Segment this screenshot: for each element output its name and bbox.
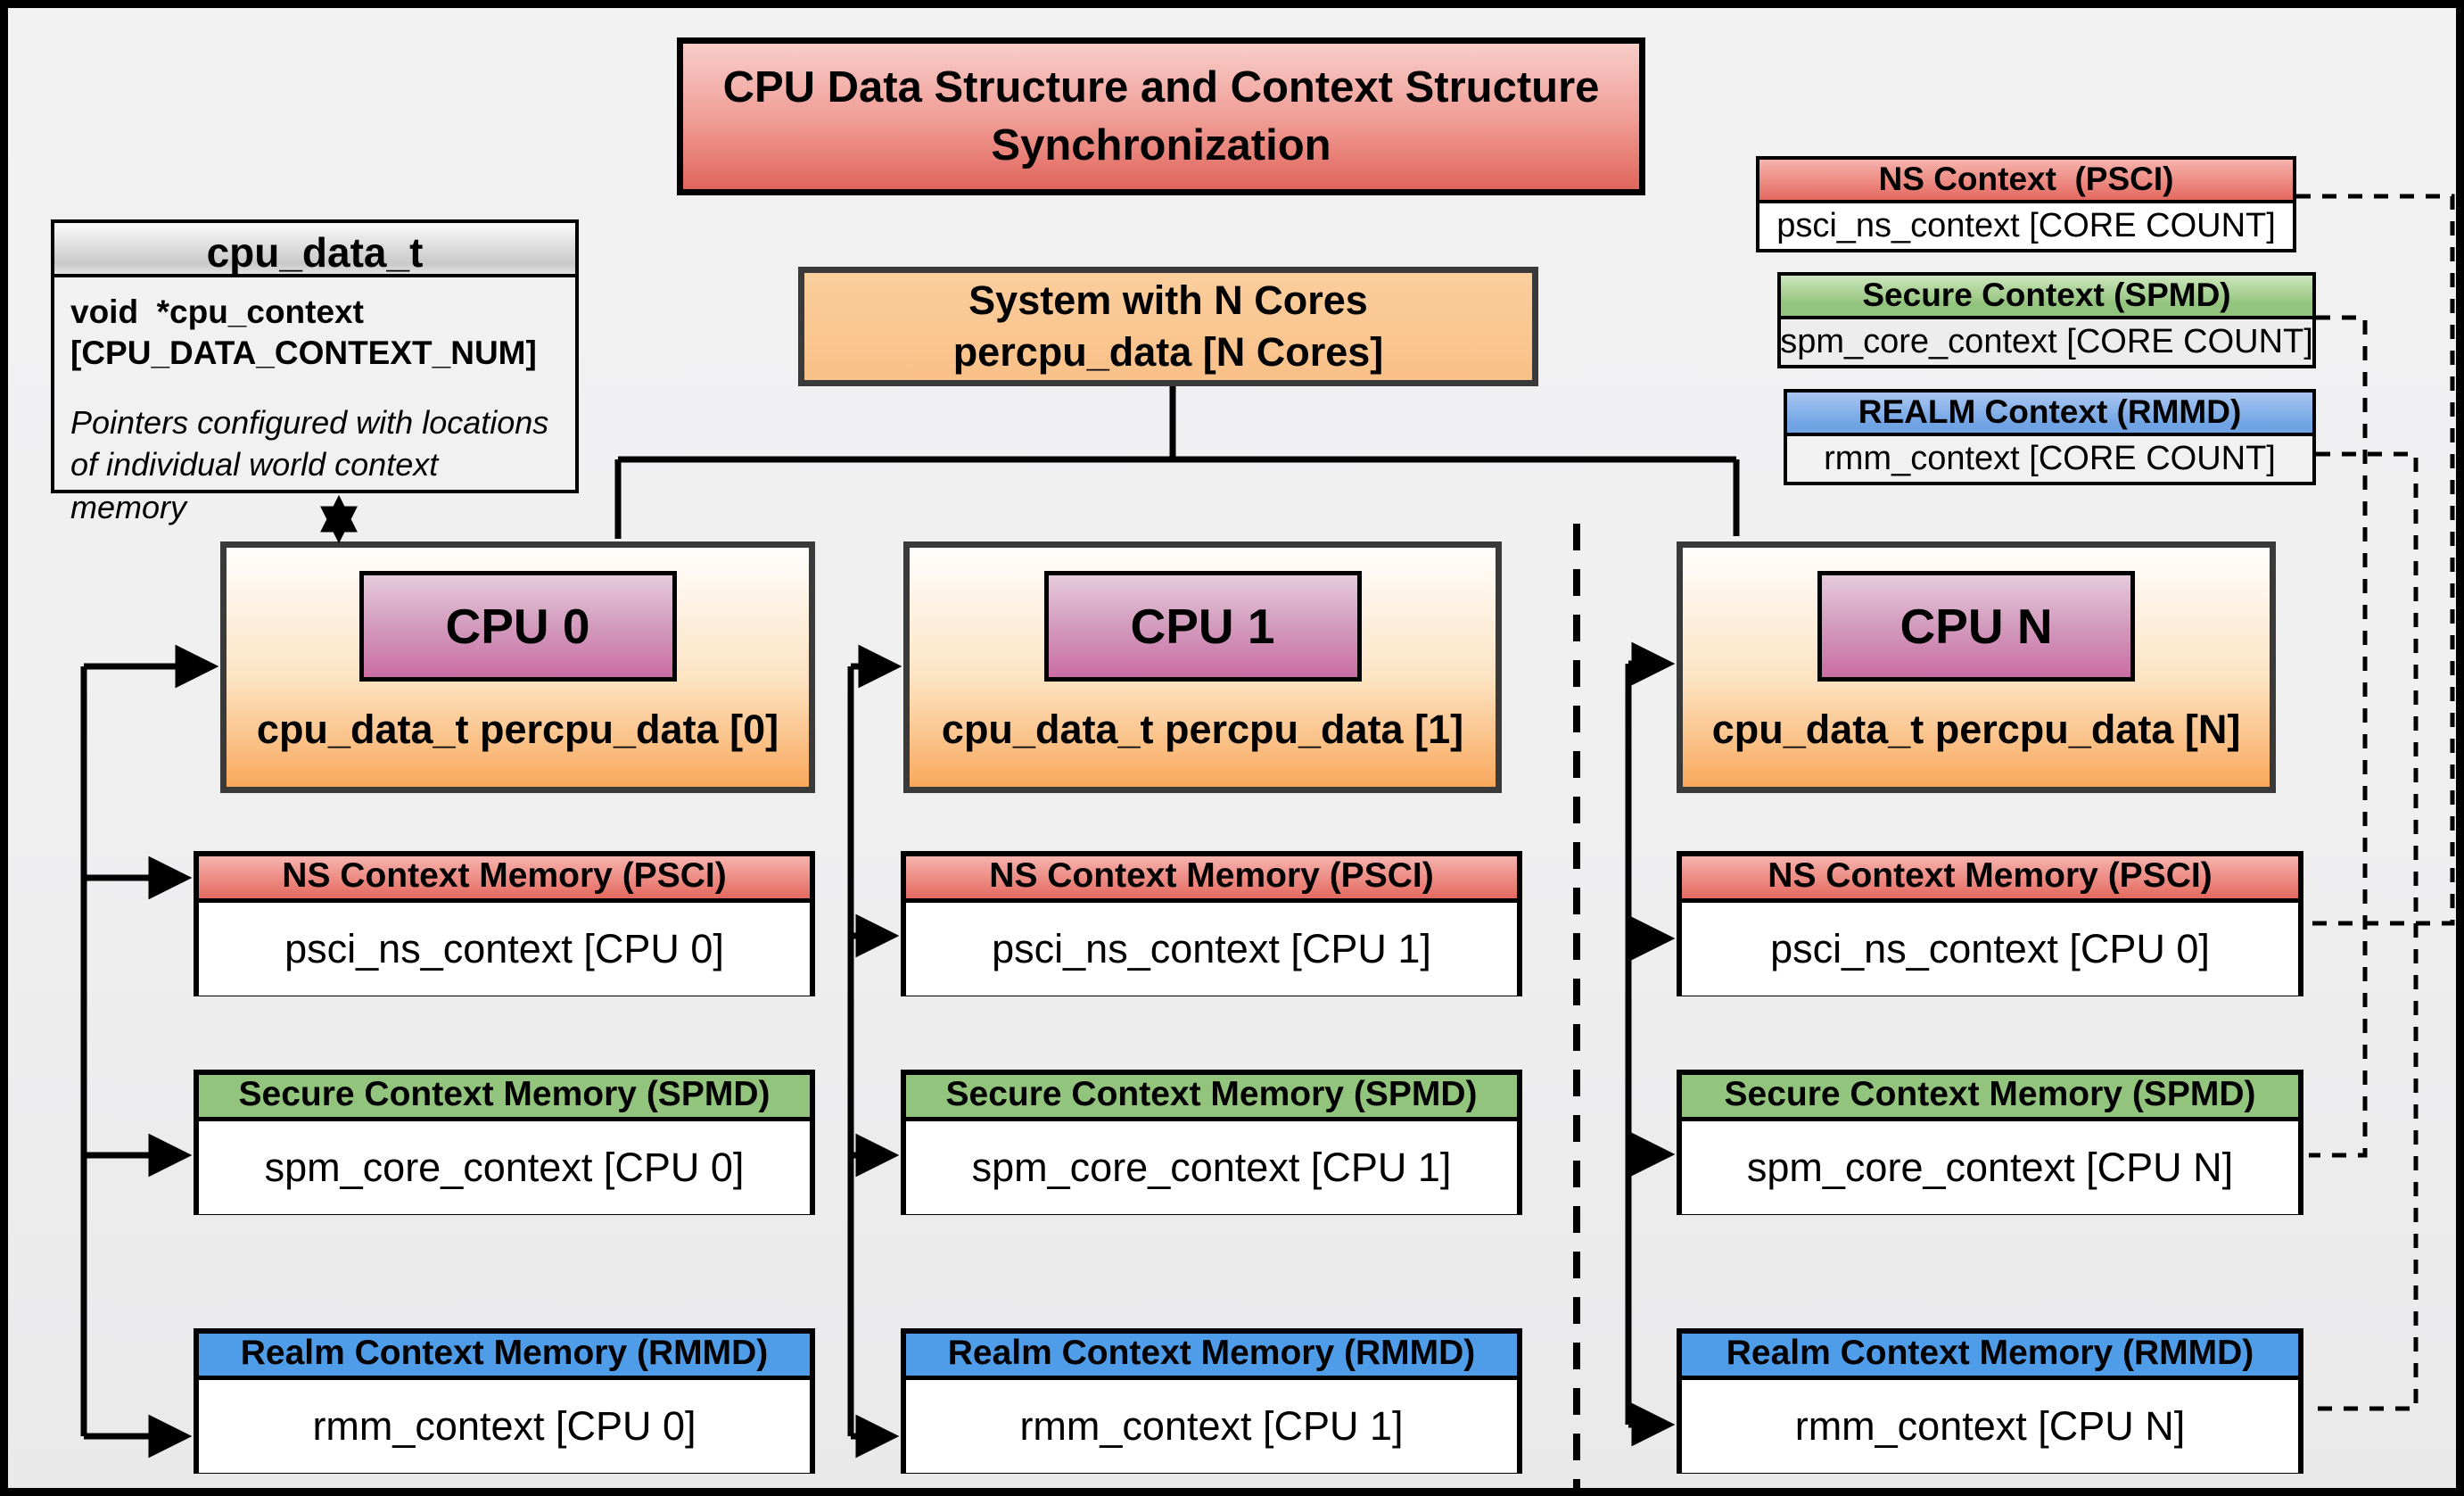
struct-field-line1: void *cpu_context [70, 293, 364, 330]
cpu0-pointer-arrows [80, 644, 219, 1459]
cpu-data-struct-note: Pointers configured with locations of in… [70, 401, 559, 529]
cpun-ns-context-box: NS Context Memory (PSCI) psci_ns_context… [1677, 851, 2303, 996]
legend-secure-header: Secure Context (SPMD) [1781, 276, 2312, 319]
legend-realm-dashed-connector [2309, 451, 2419, 1411]
cpun-secure-body: spm_core_context [CPU N] [1682, 1121, 2298, 1214]
cpu1-badge: CPU 1 [1043, 571, 1362, 682]
legend-realm-context-box: REALM Context (RMMD) rmm_context [CORE C… [1784, 389, 2316, 485]
cpu0-data-label: cpu_data_t percpu_data [0] [256, 707, 779, 752]
cpu1-secure-header: Secure Context Memory (SPMD) [906, 1075, 1517, 1121]
legend-secure-context-box: Secure Context (SPMD) spm_core_context [… [1777, 272, 2316, 368]
cpu0-box: CPU 0 cpu_data_t percpu_data [0] [220, 541, 815, 793]
legend-realm-body: rmm_context [CORE COUNT] [1787, 436, 2312, 482]
cpu1-realm-body: rmm_context [CPU 1] [906, 1380, 1517, 1473]
cpu1-secure-body: spm_core_context [CPU 1] [906, 1121, 1517, 1214]
struct-field-line2: [CPU_DATA_CONTEXT_NUM] [70, 335, 537, 372]
cpun-badge: CPU N [1817, 571, 2135, 682]
cpu-data-struct-box: cpu_data_t void *cpu_context [CPU_DATA_C… [51, 219, 579, 525]
cpu0-secure-header: Secure Context Memory (SPMD) [199, 1075, 810, 1121]
cpun-box: CPU N cpu_data_t percpu_data [N] [1677, 541, 2276, 793]
cpu0-badge: CPU 0 [358, 571, 677, 682]
struct-note-line2: of individual world context memory [70, 446, 439, 525]
cpun-ns-body: psci_ns_context [CPU 0] [1682, 903, 2298, 996]
cpu1-realm-header: Realm Context Memory (RMMD) [906, 1334, 1517, 1380]
cpun-realm-body: rmm_context [CPU N] [1682, 1380, 2298, 1473]
diagram-title-text: CPU Data Structure and Context Structure… [722, 62, 1600, 169]
cpu0-secure-body: spm_core_context [CPU 0] [199, 1121, 810, 1214]
cpu-data-struct-field: void *cpu_context [CPU_DATA_CONTEXT_NUM] [70, 292, 559, 375]
cpun-secure-context-box: Secure Context Memory (SPMD) spm_core_co… [1677, 1070, 2303, 1215]
cpun-ns-header: NS Context Memory (PSCI) [1682, 856, 2298, 903]
legend-ns-header: NS Context (PSCI) [1759, 160, 2293, 203]
cpu1-box: CPU 1 cpu_data_t percpu_data [1] [903, 541, 1502, 793]
cpu0-secure-context-box: Secure Context Memory (SPMD) spm_core_co… [194, 1070, 815, 1215]
cpu0-realm-header: Realm Context Memory (RMMD) [199, 1334, 810, 1380]
cpu-data-struct-header: cpu_data_t [54, 223, 575, 277]
system-box-line2: percpu_data [N Cores] [952, 329, 1384, 375]
cpu1-realm-context-box: Realm Context Memory (RMMD) rmm_context … [901, 1328, 1522, 1474]
cpun-realm-header: Realm Context Memory (RMMD) [1682, 1334, 2298, 1380]
cpu0-realm-context-box: Realm Context Memory (RMMD) rmm_context … [194, 1328, 815, 1474]
system-bus-lines [614, 386, 1740, 539]
diagram-title: CPU Data Structure and Context Structure… [677, 37, 1645, 195]
legend-ns-body: psci_ns_context [CORE COUNT] [1776, 207, 2276, 244]
cpu1-ns-header: NS Context Memory (PSCI) [906, 856, 1517, 903]
cpu0-ns-body: psci_ns_context [CPU 0] [199, 903, 810, 996]
cpun-secure-header: Secure Context Memory (SPMD) [1682, 1075, 2298, 1121]
system-box: System with N Cores percpu_data [N Cores… [798, 267, 1538, 386]
system-box-line1: System with N Cores [968, 277, 1368, 323]
legend-secure-body: spm_core_context [CORE COUNT] [1780, 319, 2313, 365]
cpu-data-struct-body: void *cpu_context [CPU_DATA_CONTEXT_NUM]… [54, 277, 575, 528]
legend-secure-dashed-connector [2309, 315, 2368, 1158]
cpun-data-label: cpu_data_t percpu_data [N] [1711, 707, 2241, 752]
cpun-pointer-arrows [1625, 641, 1676, 1447]
cpu0-realm-body: rmm_context [CPU 0] [199, 1380, 810, 1473]
legend-ns-context-box: NS Context (PSCI) psci_ns_context [CORE … [1756, 156, 2296, 252]
legend-realm-header: REALM Context (RMMD) [1787, 393, 2312, 436]
cpu1-ns-context-box: NS Context Memory (PSCI) psci_ns_context… [901, 851, 1522, 996]
cpun-realm-context-box: Realm Context Memory (RMMD) rmm_context … [1677, 1328, 2303, 1474]
cpu1-pointer-arrows [847, 644, 902, 1459]
cpu1-data-label: cpu_data_t percpu_data [1] [941, 707, 1464, 752]
struct-note-line1: Pointers configured with locations [70, 403, 549, 441]
cpu0-ns-context-box: NS Context Memory (PSCI) psci_ns_context… [194, 851, 815, 996]
cpu1-secure-context-box: Secure Context Memory (SPMD) spm_core_co… [901, 1070, 1522, 1215]
cpu0-ns-header: NS Context Memory (PSCI) [199, 856, 810, 903]
cpu1-ns-body: psci_ns_context [CPU 1] [906, 903, 1517, 996]
legend-ns-dashed-connector [2296, 194, 2455, 926]
